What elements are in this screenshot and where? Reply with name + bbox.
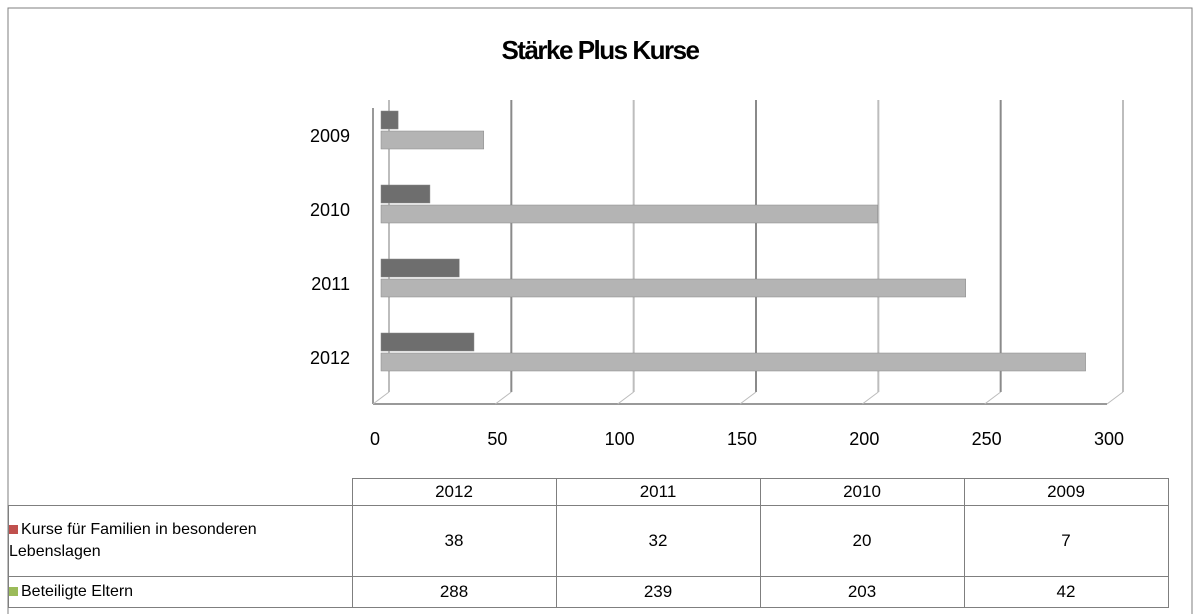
grid-line-floor — [739, 391, 757, 405]
bar — [380, 332, 475, 352]
x-tick-label: 300 — [1094, 429, 1124, 449]
bar — [380, 110, 399, 130]
bar — [380, 204, 878, 224]
table-header: 2011 — [555, 478, 761, 506]
grid-line-floor — [617, 391, 634, 405]
grid-line-floor — [1106, 391, 1124, 405]
chart-frame — [7, 7, 1193, 614]
bar — [380, 184, 431, 204]
table-row: Kurse für Familien in besonderen Lebensl… — [8, 504, 1169, 577]
x-tick-label: 100 — [605, 429, 635, 449]
legend-cell: Kurse für Familien in besonderen Lebensl… — [8, 504, 353, 577]
x-tick-label: 50 — [487, 429, 507, 449]
table-value: 203 — [759, 575, 965, 608]
legend-key — [9, 586, 18, 596]
y-tick-label: 2012 — [310, 348, 350, 368]
table-value: 20 — [759, 504, 965, 577]
table-header: 2010 — [759, 478, 965, 506]
grid-line-floor — [984, 391, 1001, 405]
legend-key — [9, 524, 18, 534]
table-header: 2009 — [963, 478, 1169, 506]
bar — [380, 258, 460, 278]
bar — [380, 278, 967, 298]
x-tick-label: 250 — [972, 429, 1002, 449]
plot-area: 0 50 100 150 200 250 300 2012 2011 2010 2009 — [310, 100, 1124, 449]
grid-line-floor — [495, 391, 512, 405]
table-value: 32 — [555, 504, 761, 577]
x-tick-label: 0 — [370, 429, 380, 449]
y-tick-label: 2010 — [310, 200, 350, 220]
table-value: 288 — [351, 575, 557, 608]
table-header: 2012 — [351, 478, 557, 506]
table-value: 42 — [963, 575, 1169, 608]
legend-label: Beteiligte Eltern — [21, 582, 134, 600]
table-value: 239 — [555, 575, 761, 608]
chart-title: Stärke Plus Kurse — [501, 35, 699, 65]
legend-cell: Beteiligte Eltern — [8, 575, 353, 608]
table-value: 7 — [963, 504, 1169, 577]
bar — [380, 130, 485, 150]
grid-line-floor — [372, 391, 390, 405]
table-row: Beteiligte Eltern 288 239 203 42 — [8, 575, 1169, 608]
x-tick-label: 200 — [849, 429, 879, 449]
grid-line-floor — [862, 391, 879, 405]
y-tick-label: 2011 — [311, 274, 350, 294]
table-corner — [8, 478, 353, 506]
table-value: 38 — [351, 504, 557, 577]
y-tick-label: 2009 — [310, 126, 350, 146]
x-tick-label: 150 — [727, 429, 757, 449]
legend-label: Kurse für Familien in besonderen Lebensl… — [9, 520, 257, 560]
bar — [380, 352, 1086, 372]
data-table: 2012 2011 2010 2009 Kurse für Familien in b… — [8, 478, 1169, 608]
